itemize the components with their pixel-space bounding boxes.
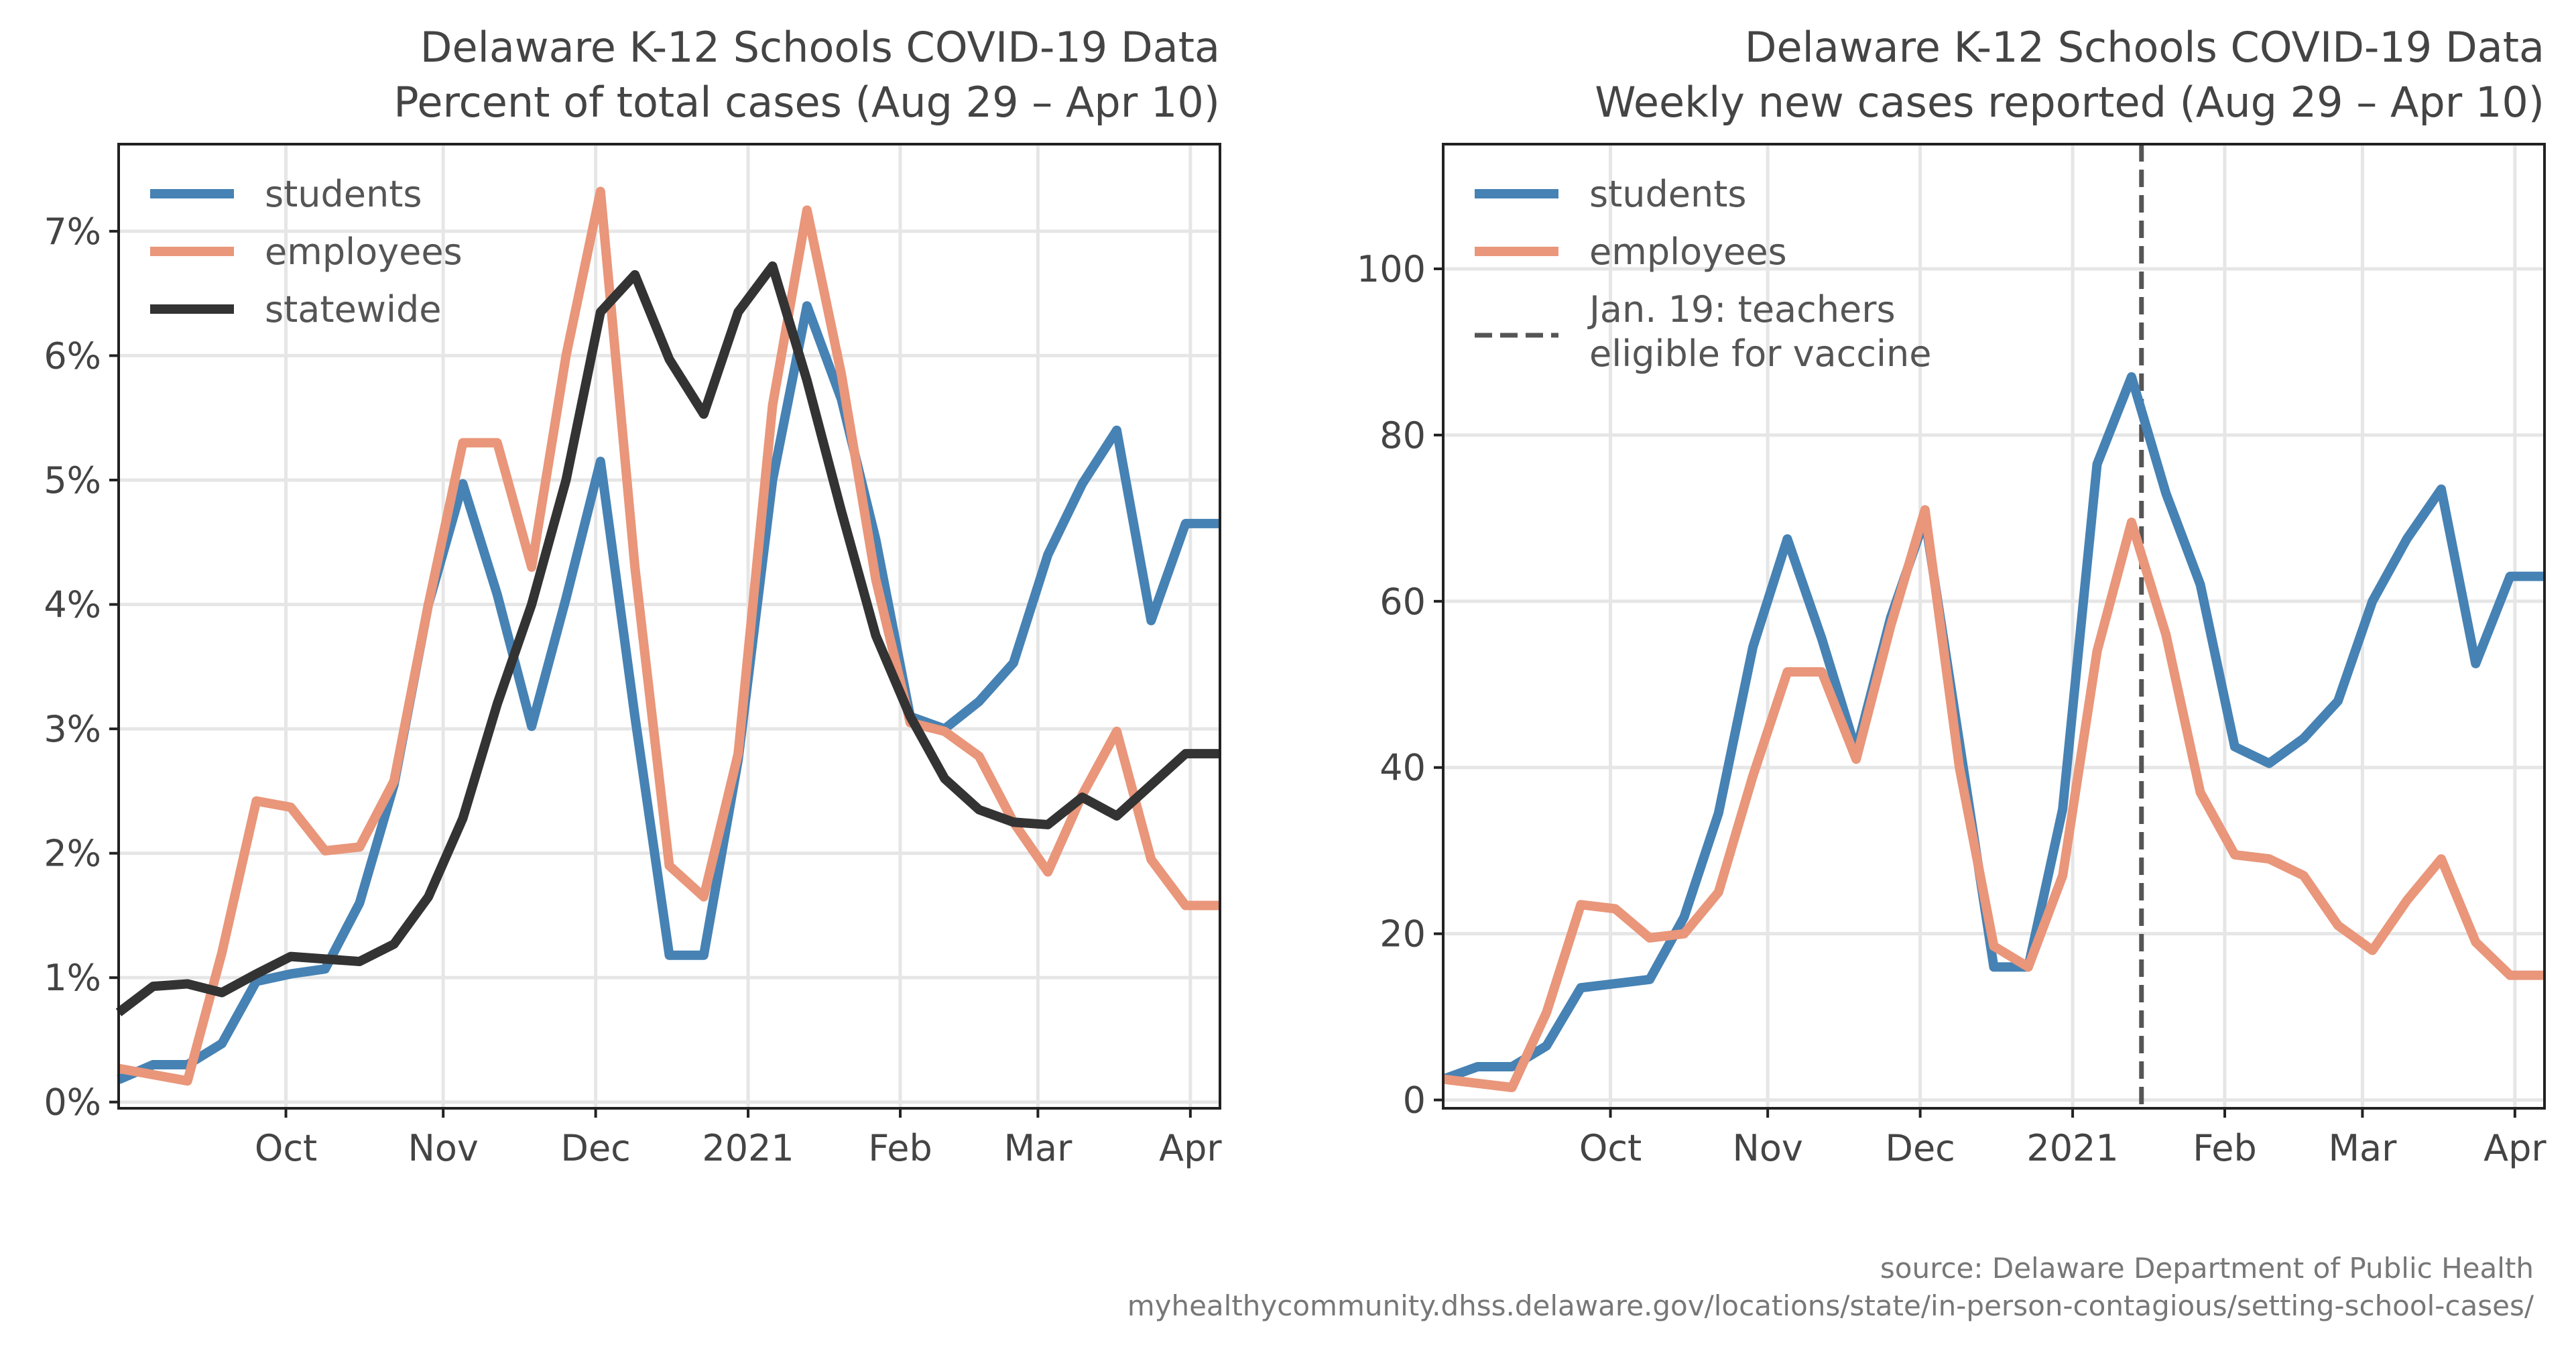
x-tick-label: 2021 bbox=[2026, 1127, 2118, 1169]
y-axis-ticks: 0% 1% 2% 3% 4% 5% 6% 7% bbox=[44, 211, 119, 1124]
legend-label: statewide bbox=[265, 288, 441, 331]
chart-title-line-1: Delaware K-12 Schools COVID-19 Data bbox=[1745, 23, 2544, 72]
chart-title-line-2: Weekly new cases reported (Aug 29 – Apr … bbox=[1595, 78, 2544, 127]
x-tick-label: 2021 bbox=[702, 1127, 794, 1169]
y-tick-label: 2% bbox=[44, 833, 101, 875]
y-tick-label: 3% bbox=[44, 708, 101, 750]
y-tick-label: 6% bbox=[44, 335, 101, 377]
y-axis-ticks: 0 20 40 60 80 100 bbox=[1357, 248, 1443, 1122]
x-tick-label: Dec bbox=[1885, 1127, 1955, 1169]
x-tick-label: Nov bbox=[1732, 1127, 1802, 1169]
x-tick-label: Oct bbox=[1579, 1127, 1642, 1169]
y-tick-label: 40 bbox=[1379, 747, 1426, 789]
series-line-students bbox=[117, 301, 1220, 1084]
x-tick-label: Apr bbox=[1159, 1127, 1222, 1169]
series-line-employees bbox=[1443, 505, 2544, 1093]
y-tick-label: 60 bbox=[1379, 581, 1426, 623]
series-line-employees bbox=[117, 186, 1220, 1086]
plot-frame bbox=[1442, 143, 2546, 1110]
x-tick-label: Nov bbox=[408, 1127, 478, 1169]
legend-label: employees bbox=[265, 231, 463, 273]
y-tick-label: 7% bbox=[44, 211, 101, 253]
x-tick-label: Mar bbox=[1003, 1127, 1072, 1169]
chart-legend: students employees Jan. 19: teacherseligib… bbox=[1475, 173, 1931, 375]
y-tick-label: 80 bbox=[1379, 414, 1426, 457]
x-tick-label: Mar bbox=[2328, 1127, 2397, 1169]
legend-label: employees bbox=[1589, 231, 1787, 273]
legend-label-vaccine: Jan. 19: teachers bbox=[1587, 288, 1896, 331]
x-tick-label: Feb bbox=[868, 1127, 932, 1169]
x-axis-ticks: Oct Nov Dec 2021 Feb Mar Apr bbox=[1579, 1108, 2547, 1169]
chart-title-line-2: Percent of total cases (Aug 29 – Apr 10) bbox=[393, 78, 1220, 127]
y-tick-label: 1% bbox=[44, 957, 101, 999]
legend-label: students bbox=[265, 173, 422, 215]
chart-legend: students employees statewide bbox=[150, 173, 463, 331]
series-line-statewide bbox=[115, 261, 1220, 1016]
chart-series-lines bbox=[115, 186, 1220, 1086]
x-tick-label: Dec bbox=[560, 1127, 631, 1169]
y-tick-label: 0% bbox=[44, 1081, 101, 1124]
series-line-students bbox=[1441, 372, 2544, 1084]
y-tick-label: 0 bbox=[1403, 1079, 1426, 1122]
x-axis-ticks: Oct Nov Dec 2021 Feb Mar Apr bbox=[255, 1108, 1222, 1169]
legend-label: students bbox=[1589, 173, 1747, 215]
y-tick-label: 20 bbox=[1379, 913, 1426, 955]
percent-cases-chart: 0%1%2%3%4%5%6%7% Oct Nov Dec 2021 Feb Mar Apr … bbox=[44, 23, 1222, 1169]
y-tick-label: 100 bbox=[1357, 248, 1426, 290]
y-tick-label: 4% bbox=[44, 584, 101, 626]
chart-title-line-1: Delaware K-12 Schools COVID-19 Data bbox=[420, 23, 1220, 72]
weekly-cases-chart: 0 20 40 60 80 100 Oct Nov Dec 2021 Feb Mar Apr Dela… bbox=[1357, 23, 2547, 1169]
plot-frame bbox=[117, 143, 1221, 1110]
legend-label-vaccine: eligible for vaccine bbox=[1589, 333, 1931, 375]
chart-series-lines bbox=[1441, 372, 2544, 1093]
x-tick-label: Oct bbox=[255, 1127, 317, 1169]
x-tick-label: Apr bbox=[2483, 1127, 2547, 1169]
source-note-line-2: myhealthycommunity.dhss.delaware.gov/loc… bbox=[1127, 1289, 2534, 1322]
y-tick-label: 5% bbox=[44, 459, 101, 502]
source-note-line-1: source: Delaware Department of Public He… bbox=[1880, 1252, 2534, 1285]
x-tick-label: Feb bbox=[2193, 1127, 2257, 1169]
